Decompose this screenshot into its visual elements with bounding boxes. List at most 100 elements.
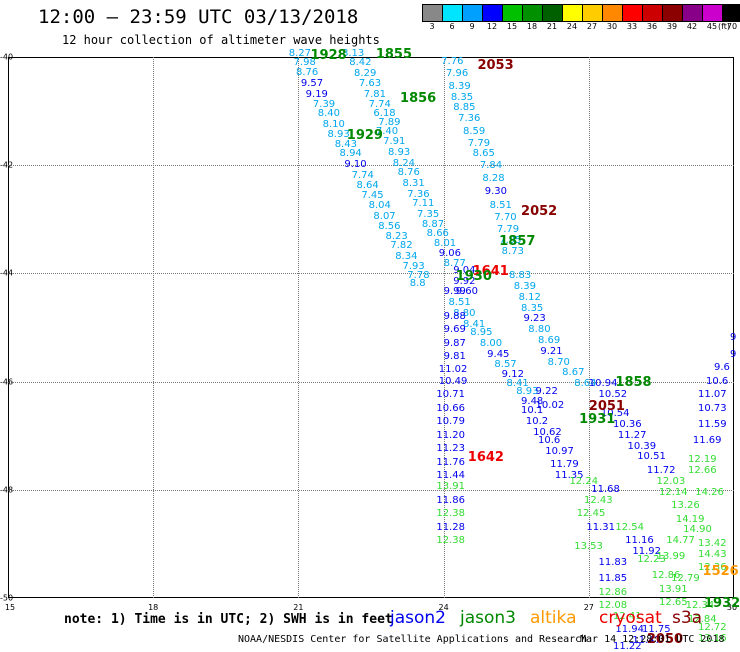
wave-height-value: 9.57: [300, 78, 324, 90]
colorbar-label: 45: [706, 22, 718, 31]
wave-height-value: 8.66: [426, 228, 449, 240]
wave-height-value: 11.83: [598, 556, 628, 568]
wave-height-value: 9.48: [521, 396, 544, 408]
wave-height-value: 10.73: [698, 402, 727, 414]
wave-height-colorbar: [422, 4, 740, 22]
wave-height-value: 11.16: [625, 535, 654, 547]
colorbar-swatch: [683, 5, 703, 21]
longitude-gridline: [153, 57, 155, 598]
wave-height-value: 13.99: [656, 551, 686, 563]
wave-height-value: 8.85: [453, 102, 476, 114]
wave-height-value: 12.38: [436, 508, 465, 520]
wave-height-value: 12.72: [698, 621, 727, 633]
wave-height-value: 11.94: [615, 624, 645, 636]
wave-height-value: 13.26: [671, 500, 700, 512]
wave-height-value: 14.26: [695, 486, 724, 498]
wave-height-value: 12.34: [685, 600, 715, 612]
wave-height-value: 7.76: [441, 56, 464, 68]
wave-height-value: 7.70: [494, 212, 517, 224]
pass-time-label: 2051: [588, 398, 625, 414]
wave-height-value: 13.16: [698, 632, 727, 644]
wave-height-value: 7.79: [496, 224, 520, 236]
latitude-tick-label: -42: [0, 160, 14, 170]
wave-height-value: 9.12: [501, 369, 524, 381]
wave-height-value: 9.06: [438, 248, 462, 260]
pass-time-label: 1642: [467, 450, 504, 466]
wave-height-value: 8.64: [356, 179, 379, 191]
wave-height-value: 9.99: [443, 286, 466, 298]
colorbar-label: 21: [546, 22, 558, 31]
wave-height-value: 7.74: [368, 98, 391, 110]
wave-height-value: 13.91: [436, 481, 465, 493]
legend-jason3: jason3: [460, 608, 516, 628]
wave-height-value: 8.34: [395, 251, 418, 263]
longitude-gridline: [588, 57, 590, 598]
colorbar-swatch: [543, 5, 563, 21]
wave-height-value: 9.19: [305, 88, 328, 100]
wave-height-value: 8.43: [334, 138, 357, 150]
wave-height-value: 9.22: [535, 386, 558, 398]
longitude-tick-label: 24: [438, 603, 449, 612]
wave-height-value: 8.01: [433, 237, 457, 249]
wave-height-value: 12.38: [436, 535, 465, 547]
wave-height-value: 8.12: [518, 291, 541, 303]
wave-height-value: 11.44: [436, 470, 465, 482]
wave-height-value: 12.24: [569, 475, 599, 487]
wave-height-value: 8.76: [295, 67, 319, 79]
colorbar-swatch: [623, 5, 643, 21]
colorbar-swatch: [663, 5, 683, 21]
wave-height-value: 8.39: [513, 280, 537, 292]
legend-jason2: jason2: [390, 608, 446, 628]
latitude-tick-label: -46: [0, 377, 14, 387]
footer-generated-time: Mar 14 12:28:01 UTC 2018: [580, 634, 725, 645]
wave-height-value: 12.66: [688, 464, 717, 476]
colorbar-label: 42: [686, 22, 698, 31]
wave-height-value: 8.56: [378, 220, 401, 232]
pass-time-label: 2053: [477, 58, 514, 74]
colorbar-label: 27: [586, 22, 598, 31]
colorbar-label: 9: [469, 22, 475, 31]
colorbar-swatch: [423, 5, 443, 21]
wave-height-value: 11.02: [438, 363, 468, 375]
wave-height-value: 8.80: [528, 324, 551, 336]
wave-height-value: 11.92: [632, 546, 661, 557]
wave-height-value: 7.82: [390, 240, 413, 252]
pass-time-label: 1857: [499, 233, 536, 249]
wave-height-value: 8.10: [322, 118, 345, 130]
wave-height-value: 8.51: [489, 199, 512, 211]
wave-height-value: 9.60: [455, 286, 478, 298]
wave-height-value: 7.45: [361, 190, 384, 202]
colorbar-label: 33: [626, 22, 638, 31]
wave-height-value: 7.35: [416, 208, 440, 220]
wave-height-value: 8.28: [482, 172, 505, 184]
colorbar-swatch: [603, 5, 623, 21]
colorbar-swatch: [723, 5, 740, 21]
footer-note: note: 1) Time is in UTC; 2) SWH is in fe…: [64, 612, 393, 627]
wave-height-value: 14.19: [675, 513, 705, 525]
wave-height-value: 8.93: [516, 386, 539, 398]
wave-height-value: 12.23: [637, 554, 666, 566]
longitude-gridline: [443, 57, 445, 598]
wave-height-value: 13.42: [698, 537, 727, 549]
wave-height-value: 13.91: [658, 583, 688, 595]
wave-height-value: 11.86: [436, 494, 465, 506]
wave-height-value: 9.81: [443, 351, 466, 363]
longitude-tick-label: 21: [293, 603, 304, 612]
wave-height-value: 11.23: [436, 443, 465, 455]
wave-height-value: 11.69: [692, 435, 722, 447]
wave-height-value: 9.92: [453, 275, 476, 287]
wave-height-value: 8.70: [547, 356, 570, 368]
wave-height-value: 8.65: [472, 148, 495, 160]
wave-height-value: 8.57: [494, 359, 517, 371]
wave-height-value: 8.07: [373, 210, 396, 222]
wave-height-value: 8.76: [397, 167, 420, 179]
wave-height-value: 11.35: [554, 470, 584, 482]
wave-height-value: 10.39: [627, 440, 657, 452]
wave-height-value: 7.84: [479, 160, 503, 172]
wave-height-value: 7.40: [375, 125, 399, 137]
wave-height-value: 11.75: [642, 624, 671, 636]
latitude-tick-label: -44: [0, 268, 14, 278]
pass-time-label: 1932: [704, 596, 740, 612]
wave-height-value: 11.76: [436, 456, 465, 468]
wave-height-value: 10.94: [588, 378, 618, 390]
